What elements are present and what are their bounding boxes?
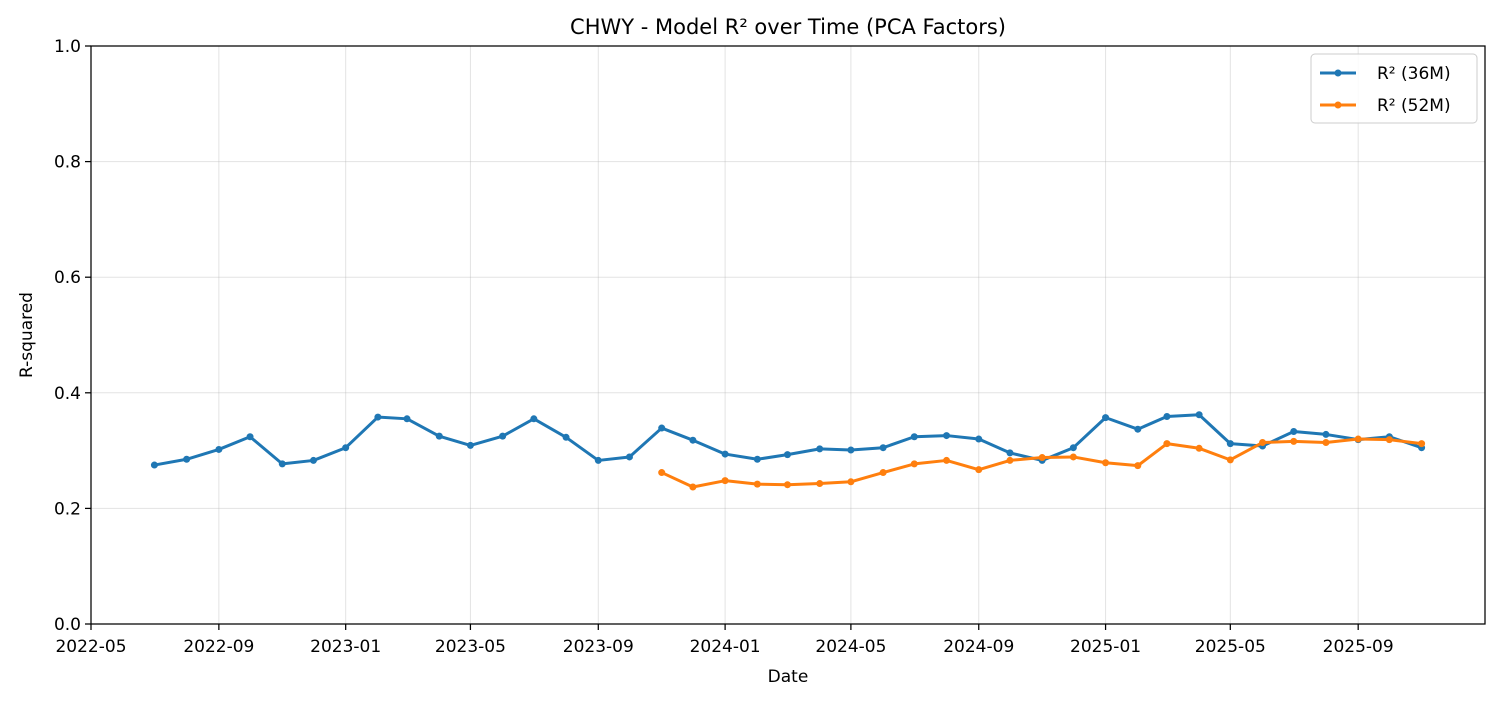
data-point (594, 456, 602, 464)
data-point (689, 483, 697, 491)
data-point (1069, 453, 1077, 461)
data-point (879, 469, 887, 477)
y-tick-label: 0.2 (54, 499, 81, 519)
x-tick-label: 2024-05 (815, 637, 886, 657)
x-tick-label: 2023-05 (435, 637, 506, 657)
y-tick-label: 0.8 (54, 153, 81, 173)
data-point (975, 435, 983, 443)
data-point (1163, 413, 1171, 420)
data-point (1195, 411, 1203, 419)
data-point (215, 445, 223, 453)
data-point (278, 460, 286, 468)
data-point (309, 456, 317, 464)
data-point (1195, 444, 1203, 452)
x-tick-label: 2025-09 (1323, 637, 1394, 657)
data-point (403, 415, 411, 423)
x-tick-label: 2022-05 (55, 637, 126, 657)
data-point (910, 433, 918, 441)
data-point (374, 413, 382, 421)
y-tick-label: 0.4 (54, 384, 81, 404)
data-point (1259, 439, 1267, 447)
data-point (816, 480, 824, 488)
data-point (183, 455, 191, 463)
data-point (847, 478, 855, 486)
data-point (879, 444, 887, 452)
data-point (689, 436, 697, 444)
data-point (975, 466, 983, 474)
data-point (816, 445, 824, 453)
y-tick-label: 0.6 (54, 268, 81, 288)
data-point (658, 469, 666, 477)
data-point (721, 477, 729, 485)
x-tick-label: 2022-09 (183, 637, 254, 657)
data-point (1385, 436, 1393, 444)
y-tick-label: 1.0 (54, 37, 81, 57)
legend-label-52m: R² (52M) (1377, 96, 1451, 116)
data-point (246, 433, 254, 441)
x-tick-label: 2023-01 (310, 637, 381, 657)
data-point (1102, 414, 1110, 422)
data-point (1006, 456, 1014, 464)
y-tick-label: 0.0 (54, 615, 81, 635)
data-point (1226, 456, 1234, 464)
data-point (625, 453, 633, 461)
x-tick-label: 2024-01 (690, 637, 761, 657)
data-point (1290, 428, 1298, 436)
plot-frame (90, 45, 1486, 625)
data-point (753, 480, 761, 488)
data-point (1038, 454, 1046, 462)
data-point (1134, 462, 1142, 470)
data-point (943, 432, 951, 440)
data-point (499, 432, 507, 440)
data-point (342, 444, 350, 452)
data-point (466, 441, 474, 449)
data-point (1322, 439, 1330, 447)
data-point (1226, 440, 1234, 448)
axes: 2022-05 2022-09 2023-01 2023-05 2023-09 2024-… (54, 37, 1394, 657)
data-point (1290, 437, 1298, 445)
series-1 (658, 435, 1426, 491)
data-point (1322, 430, 1330, 438)
data-point (658, 424, 666, 432)
series-layer (150, 411, 1426, 491)
data-point (1418, 440, 1426, 448)
x-axis-label: Date (768, 667, 809, 687)
y-axis-label: R-squared (17, 292, 37, 378)
data-point (847, 446, 855, 454)
x-tick-label: 2025-01 (1070, 637, 1141, 657)
data-point (910, 460, 918, 468)
x-tick-label: 2025-05 (1195, 637, 1266, 657)
legend-marker-52m (1334, 101, 1342, 109)
data-point (1134, 425, 1142, 433)
data-point (562, 433, 570, 441)
data-point (1069, 444, 1077, 452)
data-point (1354, 435, 1362, 443)
data-point (1006, 449, 1014, 457)
data-point (783, 451, 791, 459)
data-point (783, 481, 791, 489)
data-point (150, 461, 158, 469)
data-point (721, 450, 729, 458)
data-point (1102, 459, 1110, 467)
legend-label-36m: R² (36M) (1377, 64, 1451, 84)
data-point (1163, 440, 1171, 448)
data-point (943, 456, 951, 464)
x-tick-label: 2023-09 (563, 637, 634, 657)
chart-title: CHWY - Model R² over Time (PCA Factors) (570, 15, 1006, 39)
series-0 (150, 411, 1426, 469)
legend: R² (36M) R² (52M) (1310, 53, 1478, 124)
data-point (435, 432, 443, 440)
legend-marker-36m (1334, 69, 1342, 77)
data-point (753, 455, 761, 463)
x-tick-label: 2024-09 (943, 637, 1014, 657)
data-point (530, 415, 538, 423)
